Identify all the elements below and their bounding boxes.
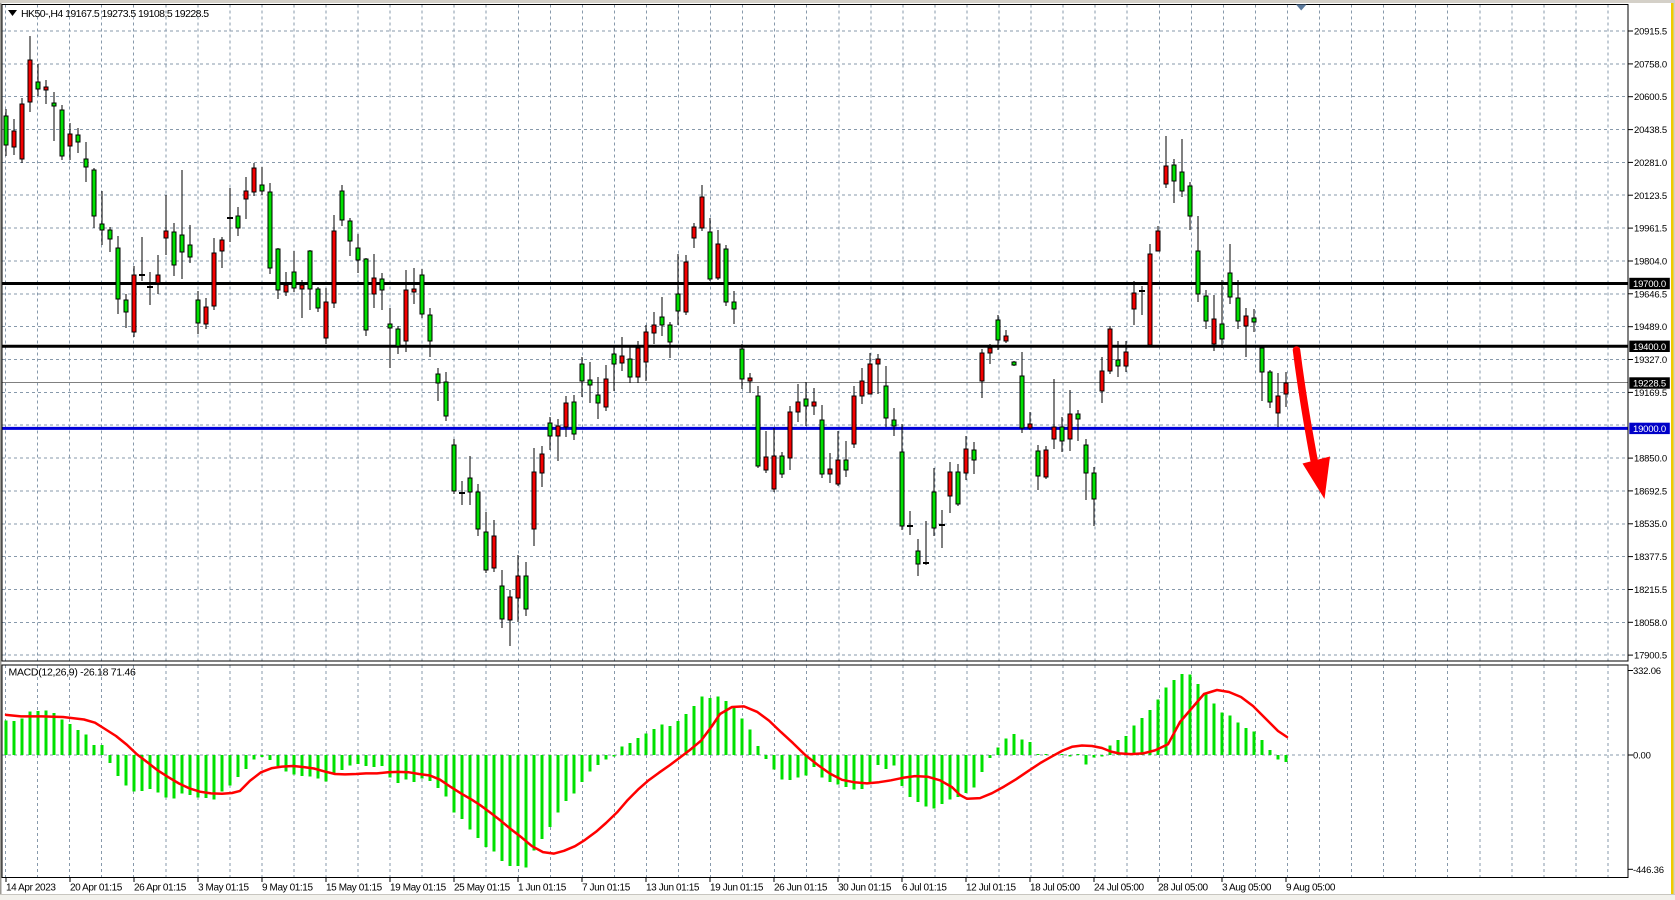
svg-text:30 Jun 01:15: 30 Jun 01:15 [838, 883, 892, 894]
svg-text:-446.36: -446.36 [1633, 865, 1664, 876]
svg-text:19 Jun 01:15: 19 Jun 01:15 [710, 883, 764, 894]
svg-text:7 Jun 01:15: 7 Jun 01:15 [582, 883, 631, 894]
svg-text:26 Apr 01:15: 26 Apr 01:15 [134, 883, 187, 894]
svg-text:18 Jul 05:00: 18 Jul 05:00 [1030, 883, 1081, 894]
svg-text:19327.0: 19327.0 [1634, 355, 1667, 366]
svg-text:20915.5: 20915.5 [1634, 27, 1667, 38]
svg-text:18850.0: 18850.0 [1634, 454, 1667, 465]
svg-text:14 Apr 2023: 14 Apr 2023 [6, 883, 56, 894]
svg-text:18692.5: 18692.5 [1634, 486, 1667, 497]
svg-text:20281.0: 20281.0 [1634, 158, 1667, 169]
svg-text:18377.5: 18377.5 [1634, 552, 1667, 563]
svg-text:HK50-,H4 19167.5 19273.5 1910: HK50-,H4 19167.5 19273.5 19108.5 19228.5 [21, 8, 209, 20]
svg-text:0.00: 0.00 [1633, 751, 1651, 762]
svg-text:19400.0: 19400.0 [1633, 342, 1666, 353]
svg-text:20438.5: 20438.5 [1634, 125, 1667, 136]
svg-text:24 Jul 05:00: 24 Jul 05:00 [1094, 883, 1145, 894]
svg-text:20123.5: 20123.5 [1634, 191, 1667, 202]
svg-text:25 May 01:15: 25 May 01:15 [454, 883, 511, 894]
svg-text:18535.0: 18535.0 [1634, 519, 1667, 530]
svg-text:20600.5: 20600.5 [1634, 92, 1667, 103]
svg-text:19489.0: 19489.0 [1634, 322, 1667, 333]
svg-text:20 Apr 01:15: 20 Apr 01:15 [70, 883, 123, 894]
svg-text:20758.0: 20758.0 [1634, 59, 1667, 70]
svg-text:3 Aug 05:00: 3 Aug 05:00 [1222, 883, 1272, 894]
svg-text:18058.0: 18058.0 [1634, 618, 1667, 629]
svg-text:17900.5: 17900.5 [1634, 651, 1667, 662]
svg-text:28 Jul 05:00: 28 Jul 05:00 [1158, 883, 1209, 894]
svg-text:12 Jul 01:15: 12 Jul 01:15 [966, 883, 1017, 894]
svg-text:MACD(12,26,9) -26.18 71.46: MACD(12,26,9) -26.18 71.46 [9, 667, 136, 679]
svg-text:26 Jun 01:15: 26 Jun 01:15 [774, 883, 828, 894]
svg-text:1 Jun 01:15: 1 Jun 01:15 [518, 883, 567, 894]
svg-text:9 Aug 05:00: 9 Aug 05:00 [1286, 883, 1336, 894]
svg-text:19700.0: 19700.0 [1633, 279, 1666, 290]
svg-text:19000.0: 19000.0 [1633, 424, 1666, 435]
svg-text:15 May 01:15: 15 May 01:15 [326, 883, 383, 894]
svg-text:18215.5: 18215.5 [1634, 585, 1667, 596]
svg-text:19646.5: 19646.5 [1634, 289, 1667, 300]
svg-text:19228.5: 19228.5 [1633, 379, 1666, 390]
svg-text:19169.5: 19169.5 [1634, 388, 1667, 399]
svg-text:19 May 01:15: 19 May 01:15 [390, 883, 447, 894]
svg-text:6 Jul 01:15: 6 Jul 01:15 [902, 883, 947, 894]
svg-text:19804.0: 19804.0 [1634, 257, 1667, 268]
svg-text:13 Jun 01:15: 13 Jun 01:15 [646, 883, 700, 894]
svg-text:332.06: 332.06 [1633, 666, 1661, 677]
svg-text:9 May 01:15: 9 May 01:15 [262, 883, 313, 894]
svg-text:19961.5: 19961.5 [1634, 224, 1667, 235]
svg-text:3 May 01:15: 3 May 01:15 [198, 883, 249, 894]
